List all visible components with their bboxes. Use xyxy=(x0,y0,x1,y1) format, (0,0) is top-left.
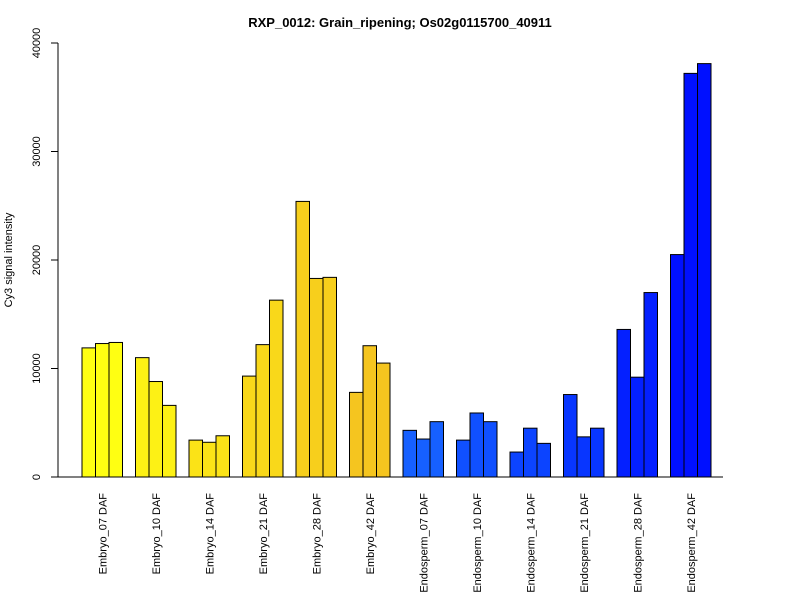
bar xyxy=(295,200,310,478)
bar xyxy=(576,436,591,478)
y-tick-label: 0 xyxy=(31,474,43,480)
x-category-label: Embryo_10 DAF xyxy=(151,493,163,575)
y-tick-label: 10000 xyxy=(31,353,43,384)
bar xyxy=(509,451,524,478)
y-tick-label: 40000 xyxy=(31,28,43,59)
x-axis: Embryo_07 DAF Embryo_10 DAF Embryo_14 DAF E… xyxy=(58,476,723,593)
bar xyxy=(469,412,484,478)
bar xyxy=(630,376,645,478)
bar xyxy=(536,442,551,478)
y-axis-label: Cy3 signal intensity xyxy=(3,212,15,307)
bar xyxy=(670,254,685,478)
bar xyxy=(616,328,631,478)
bar xyxy=(697,63,712,478)
x-category-label: Embryo_07 DAF xyxy=(97,493,109,575)
x-category-label: Endosperm_21 DAF xyxy=(579,493,591,593)
x-category-label: Endosperm_42 DAF xyxy=(686,493,698,593)
bar xyxy=(255,344,270,478)
bar xyxy=(563,394,578,478)
chart-title: RXP_0012: Grain_ripening; Os02g0115700_4… xyxy=(248,15,552,30)
x-category-label: Endosperm_28 DAF xyxy=(632,493,644,593)
bar xyxy=(429,421,444,478)
bar xyxy=(148,381,163,478)
bar xyxy=(322,276,337,478)
bar xyxy=(202,441,217,478)
y-axis: 0 10000 20000 30000 40000 xyxy=(31,28,59,480)
bar xyxy=(523,427,538,478)
x-category-label: Endosperm_07 DAF xyxy=(418,493,430,593)
bar xyxy=(456,439,471,478)
x-category-label: Endosperm_14 DAF xyxy=(525,493,537,593)
y-tick-label: 20000 xyxy=(31,245,43,276)
x-category-label: Embryo_21 DAF xyxy=(258,493,270,575)
bars xyxy=(81,63,712,478)
bar xyxy=(590,427,605,478)
bar xyxy=(242,375,257,478)
bar xyxy=(416,438,431,478)
bar xyxy=(483,421,498,478)
x-category-label: Embryo_42 DAF xyxy=(365,493,377,575)
bar xyxy=(95,343,110,478)
bar xyxy=(188,439,203,478)
bar xyxy=(135,357,150,478)
bar xyxy=(108,341,123,478)
bar xyxy=(643,292,658,478)
bar xyxy=(376,362,391,478)
bar xyxy=(269,299,284,478)
bar xyxy=(683,72,698,478)
bar xyxy=(362,345,377,478)
bar xyxy=(215,435,230,478)
bar xyxy=(162,404,177,478)
bar xyxy=(309,277,324,478)
bar xyxy=(402,429,417,478)
x-category-label: Endosperm_10 DAF xyxy=(472,493,484,593)
x-category-label: Embryo_14 DAF xyxy=(204,493,216,575)
bar xyxy=(81,347,96,478)
x-category-label: Embryo_28 DAF xyxy=(311,493,323,575)
bar xyxy=(349,391,364,478)
y-tick-label: 30000 xyxy=(31,136,43,167)
